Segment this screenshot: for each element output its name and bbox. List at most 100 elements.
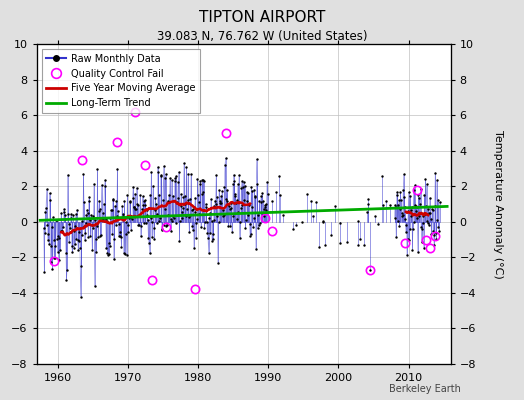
Point — [172, 220, 181, 226]
Point — [209, 236, 217, 242]
Point — [107, 207, 115, 214]
Point — [53, 249, 62, 255]
Point — [434, 224, 443, 231]
Point — [83, 207, 91, 213]
Point — [130, 204, 138, 210]
Point — [432, 230, 440, 236]
Point — [69, 244, 78, 251]
Point — [246, 230, 255, 237]
Point — [309, 213, 317, 220]
Point — [201, 201, 210, 207]
Point — [201, 219, 209, 226]
Point — [93, 166, 102, 173]
Point — [53, 236, 61, 243]
Point — [140, 198, 148, 204]
Point — [84, 234, 92, 240]
Point — [128, 216, 136, 222]
Point — [226, 223, 234, 229]
Point — [292, 221, 300, 228]
Point — [415, 213, 423, 220]
Point — [150, 236, 158, 242]
Point — [224, 201, 232, 207]
Point — [89, 213, 97, 219]
Point — [435, 228, 443, 234]
Point — [204, 234, 212, 241]
Point — [58, 228, 67, 234]
Point — [110, 256, 118, 263]
Point — [97, 232, 105, 238]
Point — [417, 223, 425, 230]
Point — [198, 191, 206, 198]
Point — [398, 212, 406, 219]
Point — [181, 193, 189, 199]
Point — [56, 235, 64, 241]
Point — [154, 164, 162, 170]
Point — [165, 199, 173, 206]
Point — [188, 207, 196, 213]
Point — [321, 242, 329, 249]
Point — [419, 220, 428, 227]
Point — [168, 176, 176, 183]
Point — [233, 216, 242, 222]
Point — [159, 197, 167, 203]
Point — [40, 268, 49, 275]
Point — [253, 156, 261, 162]
Point — [343, 239, 351, 245]
Point — [336, 240, 344, 246]
Point — [118, 203, 126, 209]
Point — [194, 192, 202, 198]
Point — [371, 213, 379, 220]
Point — [255, 222, 263, 228]
Point — [421, 211, 429, 217]
Point — [420, 192, 429, 198]
Point — [171, 175, 179, 182]
Point — [127, 226, 135, 233]
Point — [354, 241, 362, 248]
Point — [199, 189, 207, 195]
Point — [225, 206, 234, 212]
Point — [176, 203, 184, 210]
Point — [121, 251, 129, 258]
Point — [65, 221, 73, 227]
Point — [268, 198, 277, 204]
Point — [363, 209, 371, 215]
Point — [82, 220, 90, 226]
Point — [424, 210, 433, 216]
Point — [394, 218, 402, 224]
Point — [81, 230, 90, 236]
Point — [185, 195, 194, 202]
Point — [80, 199, 88, 206]
Point — [235, 234, 244, 241]
Point — [198, 177, 206, 183]
Point — [219, 207, 227, 213]
Point — [244, 212, 253, 219]
Point — [411, 202, 420, 209]
Point — [149, 182, 157, 189]
Point — [210, 202, 218, 209]
Point — [189, 206, 198, 213]
Point — [74, 247, 82, 253]
Point — [195, 211, 203, 217]
Point — [233, 197, 241, 204]
Point — [100, 201, 108, 208]
Point — [90, 283, 99, 290]
Point — [217, 200, 226, 206]
Point — [429, 228, 437, 234]
Point — [79, 224, 87, 230]
Point — [139, 219, 148, 226]
Point — [410, 182, 419, 188]
Point — [124, 222, 132, 228]
Point — [429, 232, 438, 238]
Point — [210, 217, 219, 223]
Point — [422, 181, 431, 188]
Point — [396, 206, 404, 212]
Point — [104, 252, 112, 258]
Point — [143, 206, 151, 213]
Point — [209, 231, 217, 238]
Point — [180, 200, 189, 207]
Point — [64, 211, 72, 217]
Point — [422, 202, 430, 209]
Point — [173, 195, 182, 202]
Point — [152, 200, 160, 207]
Point — [232, 200, 240, 206]
